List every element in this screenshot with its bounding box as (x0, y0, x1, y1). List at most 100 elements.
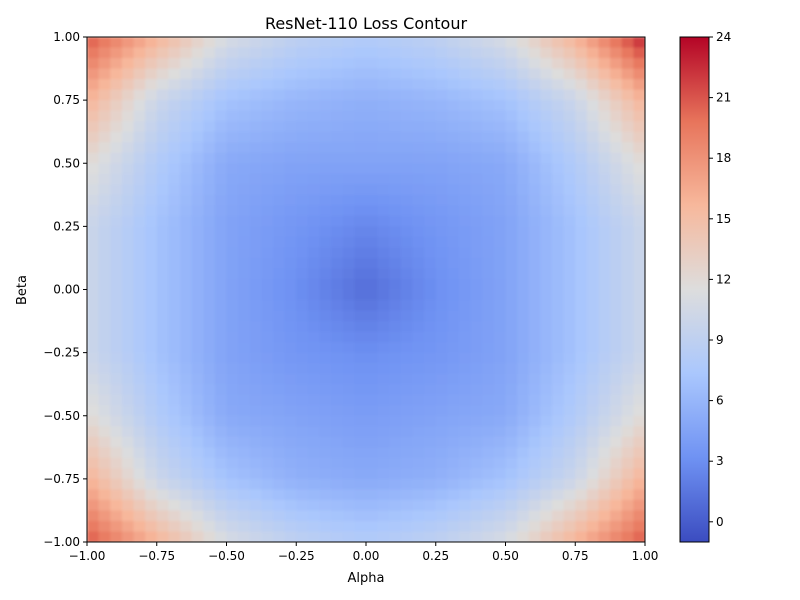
contour-cell (447, 310, 460, 322)
contour-cell (168, 110, 181, 122)
contour-cell (389, 121, 402, 133)
contour-cell (586, 68, 600, 80)
contour-cell (482, 531, 495, 542)
contour-cell (331, 384, 344, 396)
x-axis-ticks: −1.00 −0.75 −0.50 −0.25 0.00 0.25 0.50 0.75 1.00 (69, 542, 658, 563)
contour-cell (342, 426, 356, 438)
contour-cell (435, 68, 449, 80)
contour-cell (319, 215, 332, 228)
contour-cell (238, 310, 251, 322)
contour-cell (447, 499, 460, 512)
contour-cell (249, 510, 263, 522)
contour-cell (261, 342, 274, 354)
contour-cell (586, 436, 600, 449)
contour-cell (505, 478, 518, 491)
contour-cell (168, 68, 181, 80)
contour-cell (296, 247, 309, 259)
contour-cell (377, 478, 391, 491)
contour-cell (377, 457, 391, 470)
contour-cell (98, 499, 112, 512)
contour-cell (307, 37, 321, 49)
contour-cell (331, 531, 344, 542)
contour-cell (156, 47, 170, 59)
contour-cell (87, 247, 100, 259)
contour-cell (598, 436, 611, 449)
contour-cell (307, 405, 321, 417)
contour-cell (87, 110, 100, 122)
contour-cell (261, 531, 274, 542)
contour-cell (435, 405, 449, 417)
contour-cell (273, 247, 286, 259)
contour-cell (528, 510, 542, 522)
contour-cell (110, 310, 123, 322)
contour-cell (168, 468, 181, 480)
contour-cell (493, 436, 507, 449)
contour-cell (598, 173, 611, 186)
contour-cell (470, 47, 484, 59)
contour-cell (98, 247, 112, 259)
contour-cell (412, 352, 425, 364)
contour-cell (610, 510, 623, 522)
contour-cell (377, 236, 391, 249)
contour-cell (307, 184, 321, 196)
contour-cell (412, 163, 425, 175)
contour-cell (447, 47, 460, 59)
contour-cell (307, 457, 321, 470)
contour-cell (459, 236, 472, 249)
contour-cell (249, 447, 263, 459)
contour-cell (87, 331, 100, 343)
contour-cell (621, 257, 635, 270)
contour-cell (214, 142, 228, 154)
contour-cell (354, 236, 367, 249)
contour-cell (191, 68, 205, 80)
contour-cell (366, 247, 379, 259)
contour-cell (319, 478, 332, 491)
contour-cell (331, 405, 344, 417)
contour-cell (284, 457, 298, 470)
contour-cell (517, 447, 530, 459)
contour-cell (621, 215, 635, 228)
contour-cell (493, 215, 507, 228)
contour-cell (203, 226, 216, 238)
contour-cell (342, 478, 356, 491)
contour-cell (156, 163, 170, 175)
contour-cell (226, 110, 239, 122)
contour-cell (505, 268, 518, 280)
contour-cell (621, 531, 635, 542)
contour-cell (238, 268, 251, 280)
contour-cell (156, 300, 170, 312)
contour-cell (133, 468, 146, 480)
contour-cell (586, 289, 600, 301)
contour-cell (203, 363, 216, 375)
contour-cell (191, 121, 205, 133)
contour-cell (447, 394, 460, 407)
contour-cell (226, 89, 239, 101)
contour-cell (505, 100, 518, 112)
contour-cell (482, 131, 495, 144)
contour-cell (261, 173, 274, 186)
contour-cell (400, 499, 414, 512)
contour-cell (133, 79, 146, 91)
contour-cell (621, 384, 635, 396)
contour-cell (470, 68, 484, 80)
contour-cell (563, 205, 577, 217)
contour-cell (133, 384, 146, 396)
contour-cell (505, 236, 518, 249)
contour-cell (435, 531, 449, 542)
contour-cell (156, 236, 170, 249)
contour-cell (98, 447, 112, 459)
contour-cell (610, 321, 623, 333)
contour-cell (482, 110, 495, 122)
contour-cell (191, 447, 205, 459)
contour-cell (133, 215, 146, 228)
contour-cell (435, 426, 449, 438)
contour-cell (307, 79, 321, 91)
contour-cell (633, 226, 645, 238)
contour-cell (610, 331, 623, 343)
contour-cell (238, 236, 251, 249)
contour-cell (249, 499, 263, 512)
contour-cell (528, 236, 542, 249)
contour-cell (133, 510, 146, 522)
contour-cell (342, 310, 356, 322)
contour-cell (191, 352, 205, 364)
